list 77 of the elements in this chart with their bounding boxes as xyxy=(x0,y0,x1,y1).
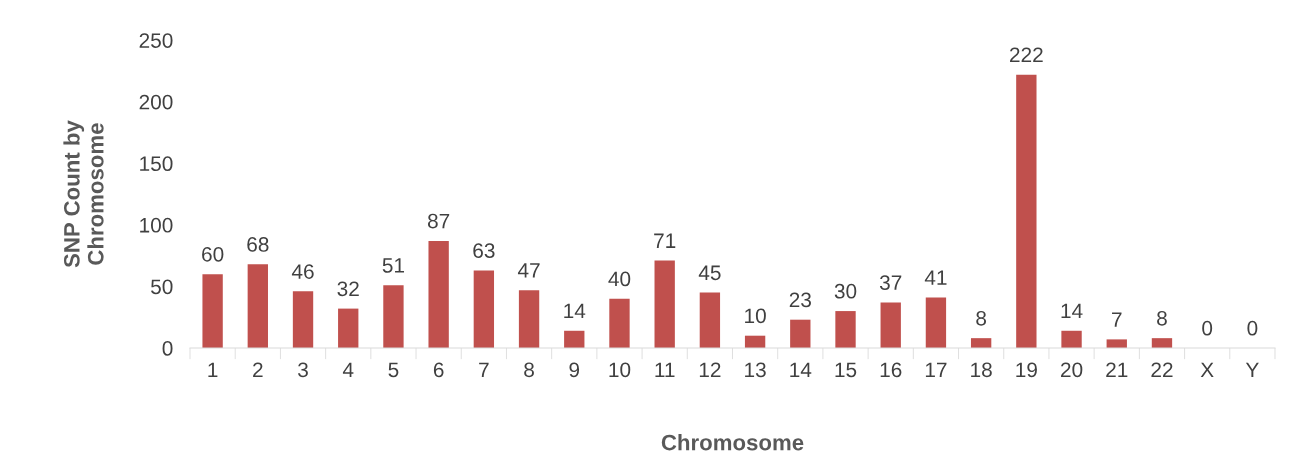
bar xyxy=(925,297,947,349)
x-tick-label: 19 xyxy=(1016,362,1037,378)
x-tick-label: Y xyxy=(1245,362,1259,377)
bar xyxy=(428,240,449,349)
data-label: 30 xyxy=(834,283,857,299)
data-label: 10 xyxy=(745,308,766,324)
y-tick-label: 0 xyxy=(162,341,173,356)
data-label: 0 xyxy=(1247,320,1258,336)
data-label: 7 xyxy=(1112,312,1122,327)
x-axis-title: Chromosome xyxy=(661,434,804,451)
bar xyxy=(1061,330,1082,349)
data-label: 41 xyxy=(924,270,947,285)
x-tick-label: 10 xyxy=(609,362,631,378)
data-label: 46 xyxy=(291,264,314,279)
x-tick-label: 15 xyxy=(835,362,857,378)
y-tick-label: 100 xyxy=(140,217,173,233)
data-label: 14 xyxy=(1061,303,1083,319)
bar xyxy=(1106,339,1127,349)
x-tick-label: 6 xyxy=(433,362,444,378)
data-label: 14 xyxy=(564,303,586,319)
bar xyxy=(1151,338,1173,349)
x-tick-label: 18 xyxy=(971,362,992,378)
data-label: 0 xyxy=(1202,320,1213,336)
bar xyxy=(247,264,268,349)
bar xyxy=(473,270,495,349)
data-label: 45 xyxy=(698,265,721,281)
bar xyxy=(202,274,223,349)
data-label: 37 xyxy=(879,275,902,290)
data-label: 87 xyxy=(427,213,450,229)
x-tick-label: 7 xyxy=(479,362,489,377)
bar xyxy=(564,330,585,349)
bar xyxy=(835,311,856,349)
x-tick-label: 12 xyxy=(699,362,721,377)
x-tick-label: 13 xyxy=(745,362,766,378)
bar xyxy=(292,291,314,349)
bar xyxy=(699,292,721,349)
bar xyxy=(790,319,811,349)
y-axis-title: SNP Count by Chromosome xyxy=(63,120,104,268)
x-tick-label: 16 xyxy=(880,362,902,378)
data-label: 68 xyxy=(247,237,269,252)
x-tick-label: 11 xyxy=(655,362,675,377)
data-label: 222 xyxy=(1010,47,1043,62)
x-tick-label: 8 xyxy=(524,362,534,378)
x-tick-label: 17 xyxy=(925,362,947,377)
data-label: 60 xyxy=(202,246,224,262)
y-tick-label: 250 xyxy=(139,33,173,48)
bar xyxy=(1016,74,1037,349)
bar xyxy=(383,285,404,349)
bar xyxy=(338,308,359,349)
x-tick-label: X xyxy=(1200,362,1214,377)
data-label: 71 xyxy=(654,233,676,248)
data-label: 47 xyxy=(517,263,540,278)
y-tick-label: 150 xyxy=(140,156,173,172)
x-tick-label: 22 xyxy=(1151,362,1173,377)
x-tick-label: 3 xyxy=(298,362,308,378)
bar xyxy=(518,290,540,349)
x-tick-label: 4 xyxy=(342,362,354,377)
bar xyxy=(970,338,992,349)
data-label: 63 xyxy=(473,243,495,258)
bar xyxy=(654,260,675,349)
data-label: 8 xyxy=(1157,310,1167,326)
bar xyxy=(609,298,630,349)
data-label: 23 xyxy=(789,292,811,308)
data-label: 8 xyxy=(976,310,987,326)
x-tick-label: 9 xyxy=(569,362,580,378)
x-tick-label: 5 xyxy=(388,362,399,378)
data-label: 40 xyxy=(608,271,631,287)
x-tick-label: 14 xyxy=(790,362,812,377)
data-label: 32 xyxy=(337,281,359,297)
x-tick-label: 1 xyxy=(208,362,218,377)
data-label: 51 xyxy=(382,258,405,273)
bar xyxy=(880,302,901,349)
y-tick-label: 200 xyxy=(139,94,173,110)
x-tick-label: 21 xyxy=(1106,362,1128,377)
x-tick-label: 2 xyxy=(253,362,263,377)
y-tick-label: 50 xyxy=(151,279,173,295)
x-tick-label: 20 xyxy=(1061,362,1083,378)
